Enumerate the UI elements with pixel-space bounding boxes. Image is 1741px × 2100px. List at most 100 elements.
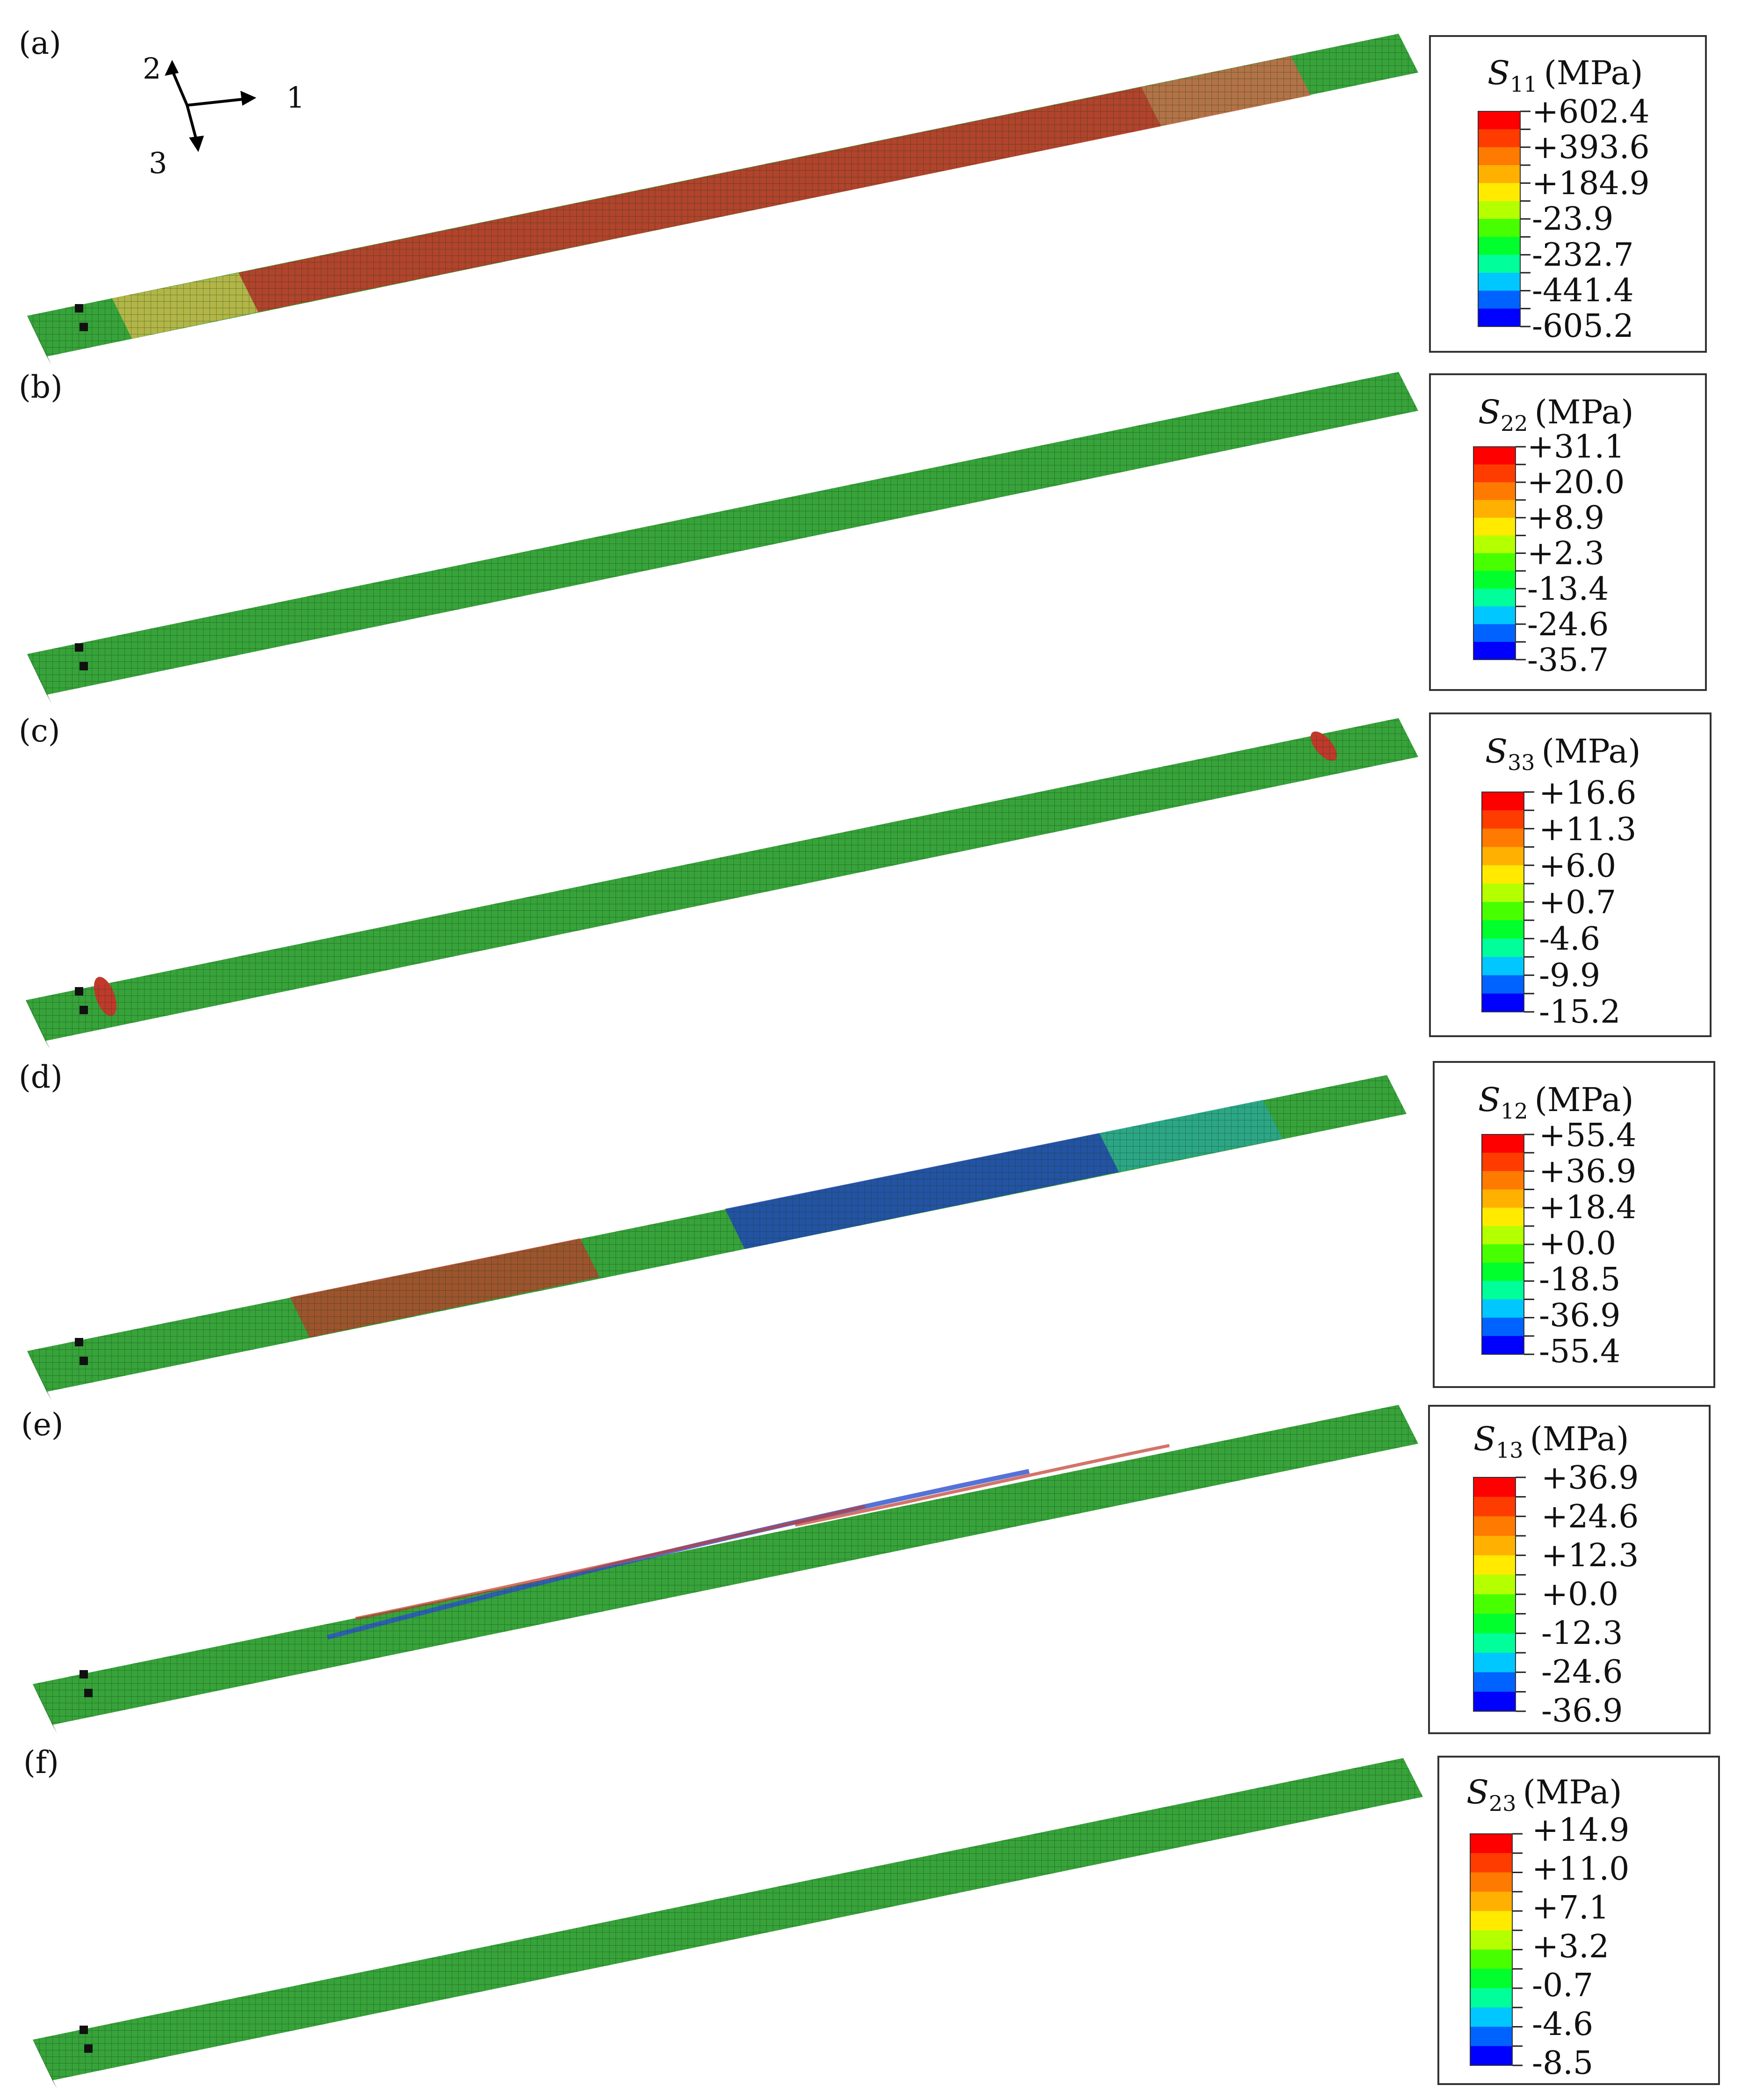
color-band [1470, 2027, 1512, 2047]
color-band [1482, 792, 1524, 811]
legend-tick-5: -24.6 [1527, 606, 1609, 643]
color-band [1478, 237, 1520, 255]
legend-tick-2: +7.1 [1532, 1889, 1609, 1926]
color-band [1473, 500, 1516, 518]
panel-label: (e) [21, 1407, 64, 1443]
color-bar-frame [1473, 446, 1516, 660]
panel-label: (c) [19, 713, 60, 749]
legend-tick-0: +602.4 [1532, 94, 1650, 131]
color-band [1482, 975, 1524, 994]
beam-model [33, 1758, 1423, 2089]
panel-label: (d) [19, 1059, 63, 1095]
color-bar [1473, 446, 1526, 661]
color-band [1473, 535, 1516, 553]
color-band [1473, 1692, 1516, 1712]
color-band [1482, 1153, 1524, 1171]
legend-box: S33 (MPa) +16.6 +11.3 +6.0 +0.7 -4.6 -9.9… [1429, 712, 1712, 1037]
legend-tick-0: +16.6 [1539, 775, 1636, 812]
color-band [1473, 589, 1516, 607]
color-band [1482, 1134, 1524, 1153]
legend-tick-5: -441.4 [1532, 272, 1634, 309]
panel-f: (f) S23 (MPa) +14.9 +11.0 +7.1 +3.2 -0.7 … [23, 1744, 1720, 2089]
legend-tick-3: -23.9 [1532, 201, 1613, 238]
color-band [1473, 1613, 1516, 1634]
color-bar-frame [1481, 1134, 1524, 1355]
color-band [1482, 810, 1524, 829]
color-band [1473, 1516, 1516, 1536]
legend-tick-2: +184.9 [1532, 165, 1650, 202]
legend-box: S23 (MPa) +14.9 +11.0 +7.1 +3.2 -0.7 -4.6… [1437, 1756, 1720, 2085]
panel-e: (e) S13 (MPa) +36.9 +24.6 +12.3 +0.0 -12.… [21, 1405, 1711, 1734]
color-band [1478, 308, 1520, 327]
legend-tick-6: -35.7 [1527, 642, 1609, 679]
beam-model [27, 1075, 1407, 1400]
panel-label: (a) [19, 25, 61, 61]
legend-tick-6: -8.5 [1532, 2045, 1593, 2082]
legend-tick-0: +55.4 [1539, 1117, 1636, 1154]
color-band [1478, 183, 1520, 202]
color-band [1473, 1653, 1516, 1673]
color-band [1482, 1207, 1524, 1227]
color-band [1470, 1872, 1512, 1892]
color-band [1470, 2046, 1512, 2066]
color-band [1478, 201, 1520, 219]
color-bar-frame [1481, 792, 1524, 1012]
beam-model [33, 1405, 1418, 1733]
beam-model [27, 372, 1418, 703]
axis-3-label: 3 [149, 146, 167, 180]
color-band [1482, 1263, 1524, 1281]
color-band [1482, 883, 1524, 902]
color-band [1482, 1336, 1524, 1355]
color-band [1470, 1834, 1512, 1853]
color-band [1470, 1911, 1512, 1931]
legend-tick-3: +3.2 [1532, 1928, 1609, 1965]
legend-title: S23 (MPa) [1466, 1773, 1622, 1816]
legend-title: S11 (MPa) [1487, 54, 1643, 97]
panel-label: (b) [19, 369, 63, 405]
color-band [1478, 147, 1520, 166]
color-band [1473, 1672, 1516, 1692]
legend-box: S13 (MPa) +36.9 +24.6 +12.3 +0.0 -12.3 -2… [1428, 1405, 1711, 1734]
color-band [1470, 1949, 1512, 1969]
color-band [1473, 1477, 1516, 1497]
legend-tick-4: -12.3 [1541, 1615, 1623, 1652]
panel-b: (b) S22 (MPa) +31.1 +20.0 +8.9 +2.3 -13.4… [19, 369, 1707, 703]
color-band [1473, 606, 1516, 625]
color-band [1473, 482, 1516, 501]
color-band [1470, 2007, 1512, 2027]
legend-tick-4: -4.6 [1539, 921, 1600, 958]
legend-title: S13 (MPa) [1473, 1420, 1629, 1463]
color-band [1470, 1853, 1512, 1873]
legend-tick-4: -0.7 [1532, 1967, 1593, 2004]
legend-tick-1: +393.6 [1532, 129, 1650, 166]
color-band [1473, 1555, 1516, 1575]
color-band [1482, 1317, 1524, 1337]
legend-tick-0: +31.1 [1527, 429, 1625, 465]
color-band [1473, 642, 1516, 660]
legend-tick-2: +6.0 [1539, 848, 1616, 885]
color-band [1482, 847, 1524, 866]
color-bar [1470, 1833, 1523, 2066]
color-band [1473, 624, 1516, 642]
color-band [1478, 111, 1520, 130]
color-band [1470, 1930, 1512, 1950]
color-band [1482, 957, 1524, 976]
legend-tick-6: -15.2 [1539, 994, 1620, 1031]
color-band [1473, 1575, 1516, 1595]
legend-tick-2: +8.9 [1527, 500, 1604, 537]
color-band [1473, 571, 1516, 589]
legend-tick-3: +0.7 [1539, 884, 1616, 921]
color-band [1482, 1281, 1524, 1300]
color-band [1482, 920, 1524, 939]
legend-tick-3: +2.3 [1527, 535, 1604, 572]
color-band [1482, 993, 1524, 1012]
color-band [1473, 1594, 1516, 1614]
legend-tick-5: -36.9 [1539, 1297, 1620, 1334]
legend-tick-1: +20.0 [1527, 464, 1625, 501]
axis-1-label: 1 [286, 80, 305, 115]
legend-tick-2: +18.4 [1539, 1189, 1636, 1226]
legend-tick-1: +11.0 [1532, 1851, 1629, 1888]
legend-tick-5: -9.9 [1539, 957, 1600, 994]
legend-title: S12 (MPa) [1478, 1081, 1634, 1124]
